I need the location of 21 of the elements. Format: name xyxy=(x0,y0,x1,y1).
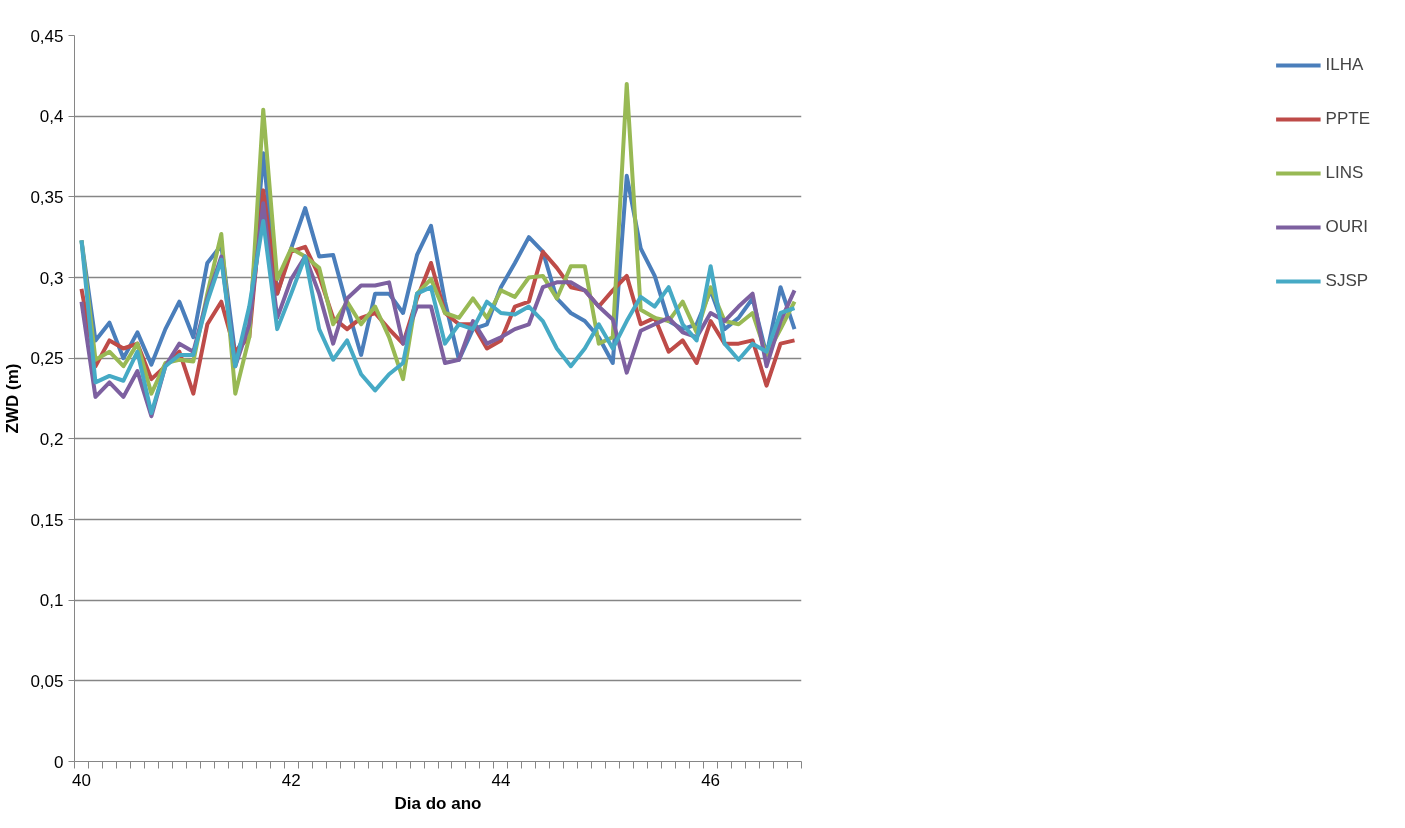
y-tick-label: 0,3 xyxy=(39,268,64,288)
y-tick-label: 0,15 xyxy=(30,510,64,530)
y-axis-title: ZWD (m) xyxy=(3,363,23,434)
x-tick-label: 42 xyxy=(281,770,301,790)
x-tick-label: 46 xyxy=(701,770,721,790)
y-tick-label: 0,2 xyxy=(39,429,64,449)
y-tick-label: 0,25 xyxy=(30,349,64,369)
y-tick-label: 0,35 xyxy=(30,187,64,207)
legend-label: ILHA xyxy=(1325,55,1364,75)
y-tick-label: 0 xyxy=(54,752,64,772)
y-tick-label: 0,1 xyxy=(39,591,64,611)
x-axis-title: Dia do ano xyxy=(394,793,482,813)
x-tick-label: 44 xyxy=(491,770,511,790)
x-tick-label: 40 xyxy=(72,770,91,790)
legend-label: OURI xyxy=(1325,217,1369,237)
legend-label: PPTE xyxy=(1325,109,1370,129)
y-tick-label: 0,05 xyxy=(30,671,64,691)
legend-label: LINS xyxy=(1325,163,1364,183)
legend-label: SJSP xyxy=(1325,271,1369,291)
y-tick-label: 0,45 xyxy=(30,26,64,46)
y-tick-label: 0,4 xyxy=(39,107,64,127)
